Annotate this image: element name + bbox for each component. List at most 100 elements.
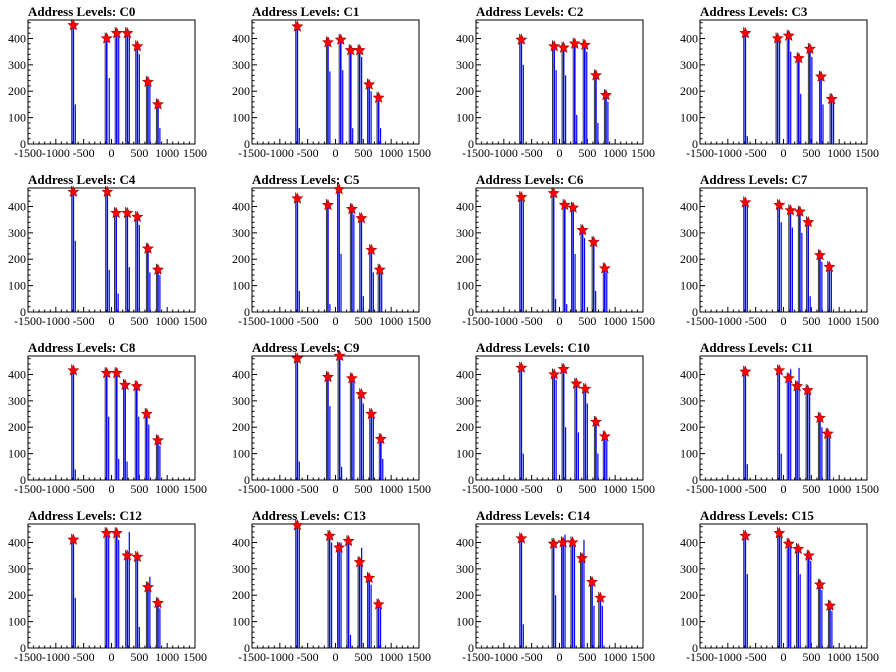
- peak-marker: [587, 235, 600, 248]
- y-tick-label: 100: [232, 615, 250, 629]
- peak-marker: [131, 210, 144, 223]
- y-tick-label: 300: [232, 58, 250, 72]
- histogram-bar-secondary: [564, 427, 567, 480]
- plot-frame: [699, 355, 868, 481]
- peak-marker: [579, 382, 592, 395]
- y-tick-label: 100: [456, 279, 474, 293]
- y-tick-label: 400: [232, 535, 250, 549]
- y-tick-label: 400: [456, 199, 474, 213]
- x-tick-label: 0: [781, 650, 787, 664]
- histogram-plot: 0 100 200 300 400 -1500 -1000 -500 0 500 1000 1500: [232, 19, 431, 160]
- histogram-bar-secondary: [349, 634, 352, 648]
- x-tick-label: -1500: [686, 146, 714, 160]
- y-tick-label: 200: [456, 588, 474, 602]
- x-tick-label: 500: [354, 650, 372, 664]
- x-tick-label: -1500: [238, 650, 266, 664]
- histogram-bar-secondary: [809, 296, 811, 312]
- histogram-bar-secondary: [329, 71, 331, 144]
- peak-marker: [372, 91, 385, 103]
- histogram-bar-secondary: [74, 469, 76, 480]
- histogram-bar: [787, 35, 790, 144]
- histogram-plot: 0 100 200 300 400 -1500 -1000 -500 0 500 1000 1500: [232, 349, 431, 496]
- plot-frame: [27, 19, 196, 145]
- peak-marker: [586, 575, 599, 588]
- x-tick-label: -1500: [14, 650, 42, 664]
- peak-marker: [100, 366, 113, 379]
- histogram-panel: 0 100 200 300 400 -1500 -1000 -500 0 500 1000 1500 A…: [224, 504, 448, 672]
- y-tick-label: 0: [468, 473, 474, 487]
- histogram-bar-secondary: [352, 128, 354, 144]
- histogram-bar: [828, 267, 831, 312]
- x-tick-label: -1500: [462, 314, 490, 328]
- histogram-bar-secondary: [118, 458, 120, 480]
- histogram-bar-secondary: [555, 70, 557, 144]
- y-tick-label: 300: [680, 394, 698, 408]
- x-tick-label: 1500: [855, 314, 879, 328]
- histogram-bar: [338, 547, 340, 648]
- x-tick-label: -1500: [462, 146, 490, 160]
- histogram-bar-secondary: [159, 128, 161, 144]
- histogram-bar-secondary: [108, 78, 110, 144]
- histogram-plot: 0 100 200 300 400 -1500 -1000 -500 0 500 1000 1500: [232, 519, 431, 664]
- x-tick-label: 500: [354, 146, 372, 160]
- x-tick-label: 1500: [183, 482, 207, 496]
- histogram-bar-secondary: [595, 290, 597, 312]
- x-tick-label: -500: [745, 314, 767, 328]
- histogram-bar: [370, 414, 373, 480]
- peak-marker: [151, 263, 164, 275]
- x-tick-label: 500: [578, 650, 596, 664]
- x-tick-label: 0: [333, 482, 339, 496]
- peak-marker: [333, 349, 346, 362]
- histogram-bar-secondary: [576, 114, 578, 144]
- histogram-bar: [126, 555, 129, 648]
- y-tick-label: 300: [680, 226, 698, 240]
- histogram-bar-secondary: [780, 222, 782, 312]
- x-tick-label: -1000: [266, 314, 294, 328]
- x-tick-label: 1000: [603, 482, 627, 496]
- x-tick-label: 1500: [183, 314, 207, 328]
- histogram-bar: [135, 386, 138, 480]
- histogram-bar-secondary: [138, 416, 140, 480]
- histogram-panel: 0 100 200 300 400 -1500 -1000 -500 0 500 1000 1500 A…: [224, 168, 448, 336]
- peak-marker: [576, 223, 589, 236]
- x-tick-label: -1000: [42, 146, 70, 160]
- histogram-bar-secondary: [361, 56, 363, 144]
- x-tick-label: 500: [130, 146, 148, 160]
- y-tick-label: 100: [456, 447, 474, 461]
- histogram-bar-secondary: [564, 75, 567, 144]
- y-tick-label: 0: [20, 305, 26, 319]
- x-tick-label: -1000: [714, 482, 742, 496]
- histogram-bar: [328, 535, 331, 648]
- histogram-bar-secondary: [372, 272, 374, 312]
- x-tick-label: -1000: [42, 314, 70, 328]
- peak-marker: [100, 32, 113, 44]
- peak-marker: [823, 260, 836, 273]
- peak-marker: [345, 372, 358, 384]
- peak-marker: [578, 38, 591, 51]
- y-tick-label: 400: [680, 367, 698, 381]
- peak-marker: [291, 519, 304, 531]
- histogram-bar: [380, 439, 382, 480]
- x-tick-label: 1000: [379, 146, 403, 160]
- histogram-bar-secondary: [117, 293, 119, 312]
- histogram-bar: [147, 587, 149, 648]
- peak-marker: [363, 78, 376, 90]
- peak-marker: [321, 36, 334, 48]
- histogram-bar: [296, 26, 299, 144]
- histogram-bar-secondary: [801, 232, 803, 312]
- y-tick-label: 400: [680, 535, 698, 549]
- histogram-plot: 0 100 200 300 400 -1500 -1000 -500 0 500 1000 1500: [8, 355, 207, 496]
- peak-marker: [110, 366, 123, 379]
- histogram-bar-secondary: [128, 267, 130, 312]
- histogram-bar: [360, 218, 363, 312]
- peak-marker: [802, 216, 815, 228]
- peak-marker: [100, 526, 113, 539]
- histogram-bar: [778, 370, 781, 480]
- y-tick-label: 400: [8, 199, 26, 213]
- histogram-bar: [327, 205, 329, 312]
- y-tick-label: 100: [680, 111, 698, 125]
- histogram-bar-secondary: [138, 54, 140, 145]
- peak-marker: [515, 532, 528, 544]
- histogram-bar: [358, 50, 361, 145]
- histogram-bar-secondary: [340, 253, 342, 312]
